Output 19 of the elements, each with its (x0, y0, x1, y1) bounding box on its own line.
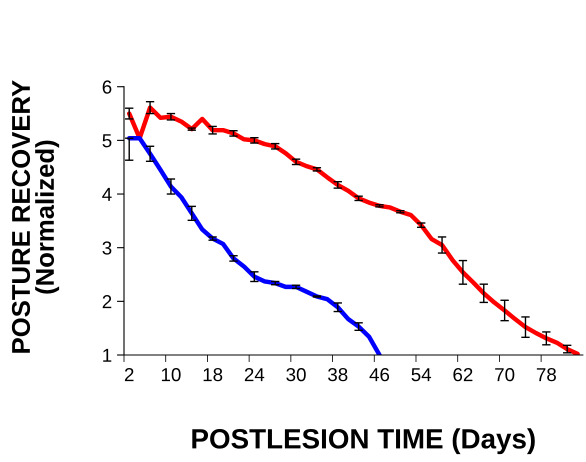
x-tick-label: 38 (328, 368, 348, 382)
x-tick-label: 24 (244, 368, 264, 382)
x-axis-title: POSTLESION TIME (Days) (192, 428, 535, 454)
y-tick-label: 6 (102, 80, 112, 94)
x-tick-label: 54 (412, 368, 432, 382)
x-tick-label: 78 (536, 368, 556, 382)
x-tick-label: 10 (162, 368, 181, 382)
x-tick-label: 2 (124, 368, 134, 382)
y-axis-title: POSTURE RECOVERY (Normalized) (12, 80, 60, 353)
x-tick-label: 62 (453, 368, 472, 382)
y-tick-label: 3 (102, 241, 112, 255)
x-tick-label: 18 (204, 368, 222, 382)
x-tick-label: 30 (286, 368, 306, 382)
y-tick-label: 1 (103, 348, 112, 362)
y-tick-label: 5 (102, 134, 112, 148)
x-tick-label: 70 (495, 368, 514, 382)
y-tick-label: 4 (102, 188, 112, 201)
y-tick-label: 2 (102, 295, 112, 308)
x-tick-label: 46 (369, 368, 390, 382)
